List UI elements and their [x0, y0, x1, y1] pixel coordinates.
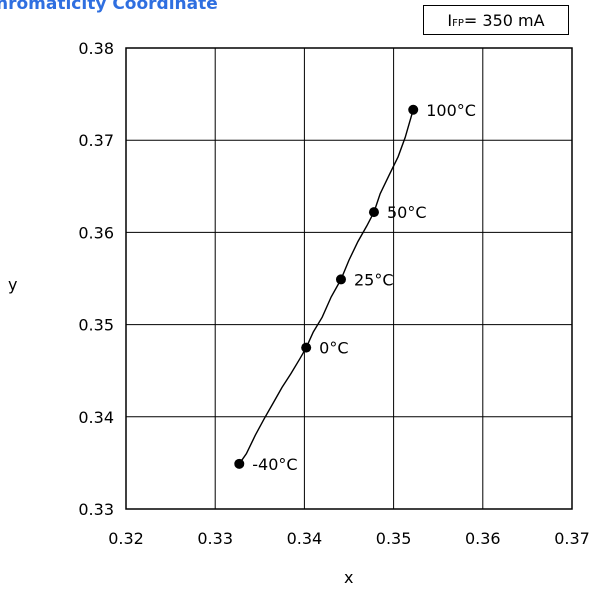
chart-title: hromaticity Coordinate: [0, 0, 218, 14]
point-labels: -40°C 0°C 25°C 50°C 100°C: [252, 101, 476, 474]
plot-frame: [125, 47, 573, 510]
x-axis-label: x: [344, 568, 354, 587]
condition-symbol: I: [447, 10, 453, 30]
y-tick-label: 0.37: [78, 131, 114, 150]
point-label: 0°C: [319, 339, 348, 358]
point-label: -40°C: [252, 455, 297, 474]
data-points: [234, 104, 419, 469]
y-tick-label: 0.36: [78, 223, 114, 242]
series-line: [238, 109, 414, 465]
grid: [126, 48, 572, 509]
x-tick-label: 0.36: [465, 529, 501, 548]
y-tick-labels: 0.33 0.34 0.35 0.36 0.37 0.38: [78, 39, 114, 519]
x-tick-label: 0.33: [197, 529, 233, 548]
condition-subscript: FP: [452, 17, 464, 29]
x-tick-label: 0.32: [108, 529, 144, 548]
data-point: [368, 207, 379, 218]
point-label: 100°C: [426, 101, 476, 120]
y-tick-label: 0.38: [78, 39, 114, 58]
y-tick-label: 0.34: [78, 408, 114, 427]
point-label: 50°C: [387, 203, 427, 222]
data-point: [234, 458, 245, 469]
y-tick-label: 0.35: [78, 316, 114, 335]
x-tick-labels: 0.32 0.33 0.34 0.35 0.36 0.37: [108, 529, 590, 548]
x-tick-label: 0.37: [554, 529, 590, 548]
data-point: [335, 274, 346, 285]
x-tick-label: 0.35: [376, 529, 412, 548]
condition-value: = 350 mA: [463, 10, 545, 30]
y-axis-label: y: [8, 275, 18, 294]
point-label: 25°C: [354, 270, 394, 289]
condition-box: I FP = 350 mA: [423, 5, 569, 35]
y-tick-label: 0.33: [78, 500, 114, 519]
data-point: [408, 104, 419, 115]
data-point: [301, 342, 312, 353]
x-tick-label: 0.34: [287, 529, 323, 548]
